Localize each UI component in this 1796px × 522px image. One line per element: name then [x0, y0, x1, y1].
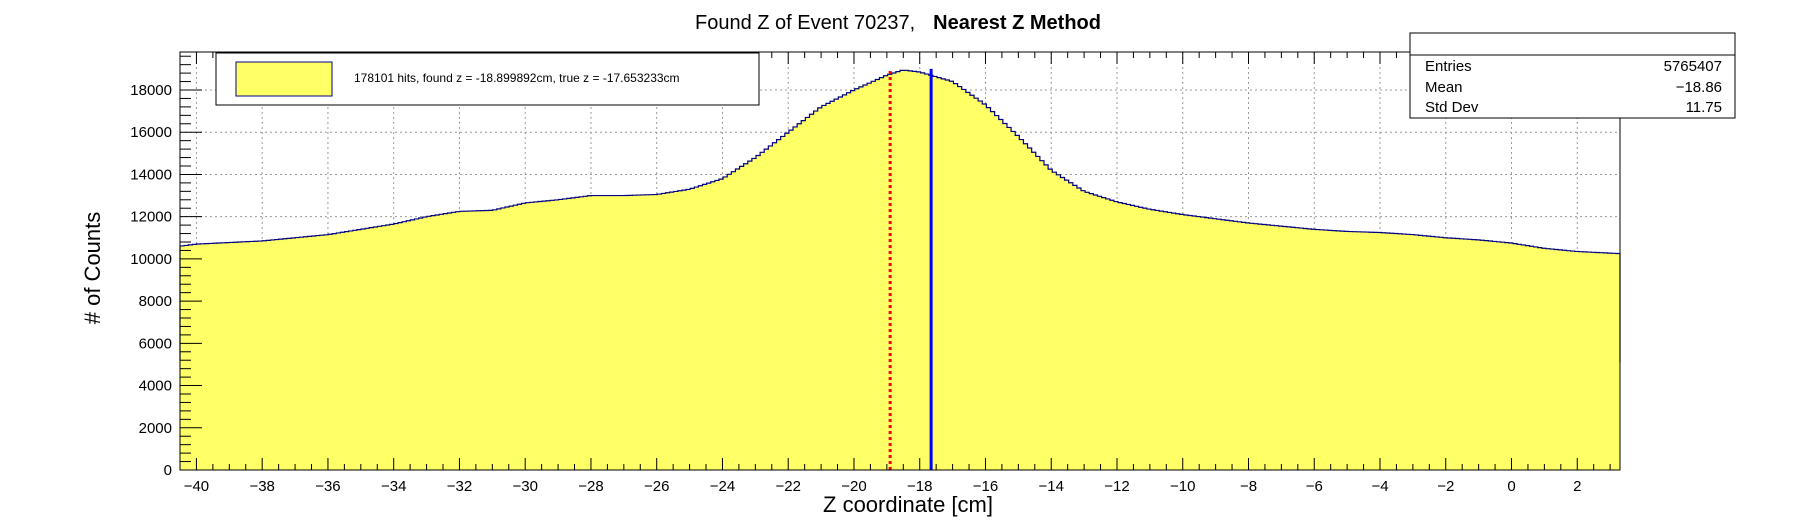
- x-tick-label: −22: [775, 478, 800, 495]
- x-tick-label: −4: [1371, 478, 1388, 495]
- y-tick-label: 12000: [130, 209, 172, 226]
- x-tick-label: −26: [644, 478, 669, 495]
- stats-label-stddev: Std Dev: [1425, 99, 1479, 116]
- y-tick-label: 14000: [130, 166, 172, 183]
- title-part-2: Nearest Z Method: [933, 12, 1101, 34]
- x-tick-label: −28: [578, 478, 603, 495]
- stats-label-entries: Entries: [1425, 58, 1472, 75]
- y-tick-label: 4000: [139, 378, 172, 395]
- x-tick-label: −8: [1240, 478, 1257, 495]
- y-tick-label: 16000: [130, 124, 172, 141]
- stats-label-mean: Mean: [1425, 79, 1463, 96]
- x-tick-label: 0: [1507, 478, 1515, 495]
- z-markers: [888, 68, 933, 470]
- x-tick-label: −36: [315, 478, 340, 495]
- y-tick-label: 6000: [139, 335, 172, 352]
- y-tick-label: 0: [164, 462, 172, 479]
- x-tick-label: −16: [973, 478, 998, 495]
- x-tick-label: −6: [1306, 478, 1323, 495]
- histogram-outline: [179, 69, 1621, 363]
- legend-swatch: [235, 61, 333, 97]
- title-part-1: Found Z of Event 70237,: [695, 12, 915, 34]
- x-tick-label: −14: [1039, 478, 1064, 495]
- x-tick-label: −10: [1170, 478, 1195, 495]
- stats-box: Entries 5765407 Mean −18.86 Std Dev 11.7…: [1409, 32, 1736, 119]
- y-tick-label: 18000: [130, 82, 172, 99]
- y-tick-labels: 0 2000 4000 6000 8000 10000 12000 14000 16000 180…: [130, 82, 172, 479]
- histogram-bars: [179, 69, 1621, 471]
- x-tick-label: −2: [1437, 478, 1454, 495]
- y-tick-label: 2000: [139, 420, 172, 437]
- x-tick-label: −38: [249, 478, 274, 495]
- chart-title: Found Z of Event 70237, Nearest Z Method: [695, 12, 1101, 34]
- x-tick-label: −18: [907, 478, 932, 495]
- legend-entry: 178101 hits, found z = -18.899892cm, tru…: [354, 71, 680, 85]
- x-tick-label: −40: [184, 478, 209, 495]
- stats-value-stddev: 11.75: [1686, 99, 1722, 116]
- legend-box: 178101 hits, found z = -18.899892cm, tru…: [215, 52, 760, 106]
- x-tick-label: −34: [381, 478, 406, 495]
- x-tick-label: −12: [1104, 478, 1129, 495]
- stats-value-entries: 5765407: [1664, 58, 1722, 75]
- x-tick-label: 2: [1573, 478, 1581, 495]
- x-tick-label: −32: [447, 478, 472, 495]
- y-axis-title: # of Counts: [80, 212, 105, 325]
- x-tick-labels: −40 −38 −36 −34 −32 −30 −28 −26 −24 −22 −20 −18 −16−…: [184, 478, 1582, 495]
- histogram-fill: [180, 70, 1620, 471]
- x-tick-label: −24: [710, 478, 735, 495]
- x-tick-label: −20: [841, 478, 866, 495]
- y-tick-label: 10000: [130, 251, 172, 268]
- plot-frame: [179, 51, 1621, 471]
- y-tick-label: 8000: [139, 293, 172, 310]
- x-axis-title: Z coordinate [cm]: [823, 492, 993, 517]
- x-tick-label: −30: [512, 478, 537, 495]
- stats-value-mean: −18.86: [1676, 79, 1722, 96]
